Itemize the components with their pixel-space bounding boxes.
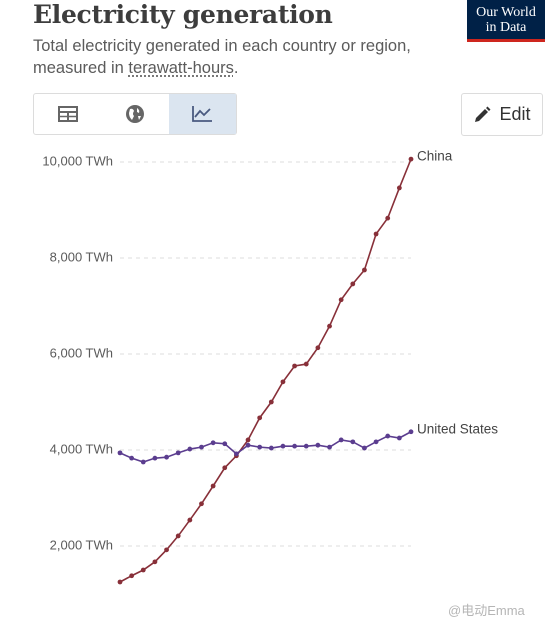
subtitle-link[interactable]: terawatt-hours [128, 59, 234, 77]
globe-icon [125, 105, 144, 123]
data-point [292, 443, 297, 449]
logo-text: Our World [476, 5, 536, 20]
data-point [245, 437, 251, 443]
y-tick-label: 2,000 TWh [50, 537, 113, 552]
data-point [187, 517, 193, 523]
subtitle-text: . [233, 59, 239, 77]
data-point [152, 455, 158, 461]
data-point [280, 379, 286, 385]
y-tick-label: 4,000 TWh [50, 441, 113, 456]
data-point [234, 451, 239, 457]
data-point [408, 156, 414, 162]
table-icon [57, 106, 78, 122]
data-point [234, 453, 239, 459]
y-tick-label: 6,000 TWh [50, 345, 113, 360]
tab-bar [33, 93, 237, 135]
data-point [140, 567, 146, 573]
subtitle-text: Total electricity generated in each coun… [33, 37, 411, 77]
pencil-icon [475, 106, 491, 122]
data-point [257, 444, 263, 450]
data-point [164, 454, 169, 460]
data-point [129, 573, 135, 579]
series-label: United States [417, 421, 498, 436]
series-line [119, 431, 412, 463]
y-tick-label: 8,000 TWh [50, 249, 113, 264]
data-point [210, 440, 216, 446]
data-point [350, 281, 356, 287]
data-point [164, 547, 169, 553]
data-point [210, 483, 216, 489]
data-point [350, 439, 356, 445]
data-point [327, 323, 332, 329]
subtitle: Total electricity generated in each coun… [33, 35, 453, 79]
data-point [175, 450, 181, 456]
data-point [303, 443, 309, 449]
data-point [408, 429, 414, 435]
data-point [292, 363, 297, 369]
data-point [268, 445, 274, 451]
watermark: @电动Emma [448, 603, 525, 618]
data-point [373, 231, 379, 237]
data-point [396, 185, 402, 191]
series-line [119, 158, 412, 583]
data-point [187, 446, 193, 452]
data-point [199, 501, 204, 507]
data-point [385, 433, 391, 439]
data-point [129, 455, 135, 461]
title: Electricity generation [33, 0, 333, 29]
edit-label: Edit [499, 104, 531, 124]
data-point [152, 559, 158, 565]
logo[interactable]: Our World in Data [467, 0, 545, 42]
chart-tab[interactable] [168, 94, 236, 134]
data-point [117, 579, 123, 585]
map-tab[interactable] [101, 94, 168, 134]
data-point [117, 450, 123, 456]
table-tab[interactable] [34, 94, 101, 134]
data-point [222, 441, 228, 447]
data-point [385, 215, 391, 221]
data-point [257, 415, 263, 421]
data-point [338, 437, 344, 443]
data-point [175, 533, 181, 539]
data-point [362, 445, 367, 451]
data-point [396, 435, 402, 441]
data-point [268, 399, 274, 405]
data-point [315, 442, 321, 448]
data-point [327, 444, 332, 450]
series-label: China [417, 149, 453, 164]
data-point [245, 442, 251, 448]
edit-button[interactable]: Edit [461, 93, 543, 136]
data-point [303, 361, 309, 367]
data-point [315, 345, 321, 351]
logo-text: in Data [485, 20, 527, 35]
chart-icon [192, 106, 213, 122]
data-point [338, 297, 344, 303]
data-point [362, 267, 367, 273]
data-point [373, 439, 379, 445]
y-tick-label: 10,000 TWh [42, 153, 113, 168]
data-point [199, 444, 204, 450]
data-point [140, 459, 146, 465]
data-point [280, 443, 286, 449]
data-point [222, 465, 228, 471]
